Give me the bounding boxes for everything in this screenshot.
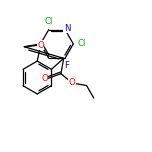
Text: N: N xyxy=(64,24,70,33)
Text: O: O xyxy=(37,41,44,50)
Text: O: O xyxy=(41,74,48,83)
Text: F: F xyxy=(64,61,69,70)
Text: O: O xyxy=(69,78,75,87)
Text: Cl: Cl xyxy=(45,17,53,26)
Text: Cl: Cl xyxy=(78,39,86,48)
